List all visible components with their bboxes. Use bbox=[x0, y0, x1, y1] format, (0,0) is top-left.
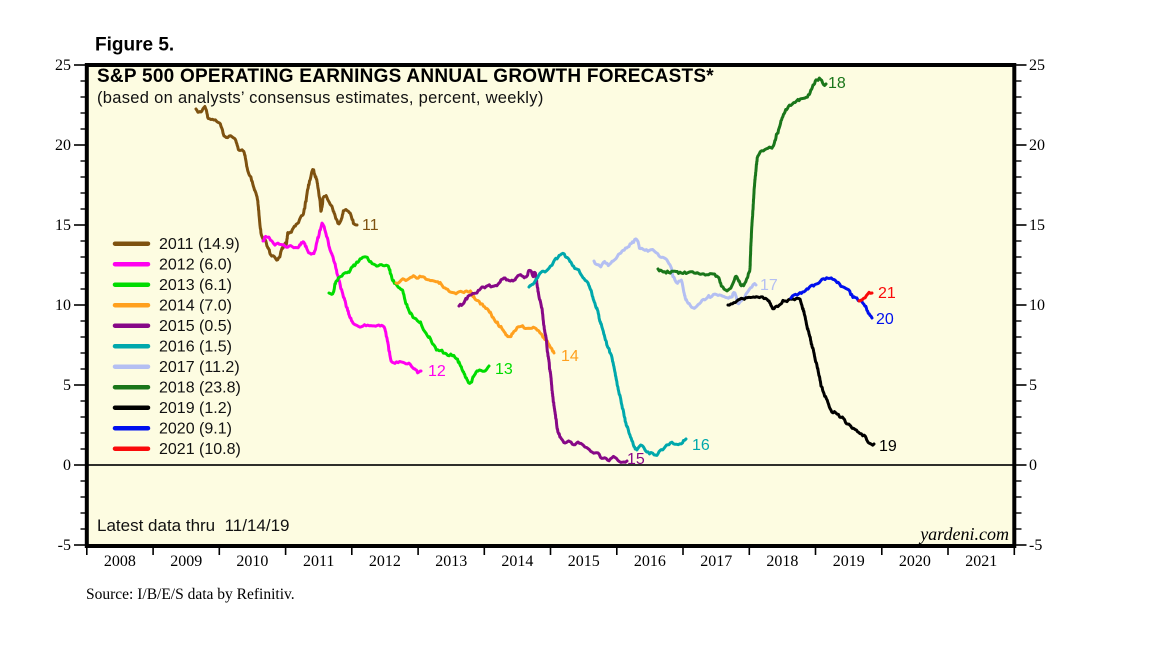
svg-text:10: 10 bbox=[1029, 297, 1045, 314]
svg-text:2014: 2014 bbox=[501, 553, 533, 570]
svg-text:25: 25 bbox=[55, 57, 71, 74]
svg-text:2010: 2010 bbox=[236, 553, 268, 570]
svg-text:15: 15 bbox=[627, 451, 645, 468]
svg-text:2017: 2017 bbox=[700, 553, 732, 570]
svg-text:19: 19 bbox=[879, 438, 897, 455]
svg-text:2011 (14.9): 2011 (14.9) bbox=[159, 236, 240, 253]
svg-text:yardeni.com: yardeni.com bbox=[918, 524, 1009, 544]
svg-text:20: 20 bbox=[876, 311, 894, 328]
svg-text:18: 18 bbox=[828, 75, 846, 92]
svg-text:2014 (7.0): 2014 (7.0) bbox=[159, 298, 232, 315]
svg-text:15: 15 bbox=[1029, 217, 1045, 234]
svg-text:2019 (1.2): 2019 (1.2) bbox=[159, 400, 232, 417]
svg-text:Figure 5.: Figure 5. bbox=[95, 35, 174, 56]
svg-text:11: 11 bbox=[362, 217, 379, 234]
svg-text:2017 (11.2): 2017 (11.2) bbox=[159, 359, 240, 376]
svg-text:2019: 2019 bbox=[833, 553, 865, 570]
svg-text:-5: -5 bbox=[1029, 537, 1042, 554]
svg-text:2013 (6.1): 2013 (6.1) bbox=[159, 277, 232, 294]
svg-text:2015: 2015 bbox=[568, 553, 600, 570]
svg-text:Source: I/B/E/S data by Refini: Source: I/B/E/S data by Refinitiv. bbox=[86, 586, 295, 603]
svg-text:12: 12 bbox=[428, 363, 446, 380]
svg-text:2018: 2018 bbox=[766, 553, 798, 570]
svg-text:21: 21 bbox=[878, 285, 896, 302]
svg-text:-5: -5 bbox=[58, 537, 71, 554]
svg-text:S&P 500 OPERATING EARNINGS ANN: S&P 500 OPERATING EARNINGS ANNUAL GROWTH… bbox=[97, 66, 714, 87]
svg-text:2020: 2020 bbox=[899, 553, 931, 570]
svg-text:2012: 2012 bbox=[369, 553, 401, 570]
svg-text:20: 20 bbox=[1029, 137, 1045, 154]
svg-text:16: 16 bbox=[692, 437, 710, 454]
svg-text:5: 5 bbox=[63, 377, 71, 394]
svg-text:2016 (1.5): 2016 (1.5) bbox=[159, 339, 232, 356]
svg-text:14: 14 bbox=[561, 348, 579, 365]
svg-text:2016: 2016 bbox=[634, 553, 666, 570]
svg-text:10: 10 bbox=[55, 297, 71, 314]
svg-text:2020 (9.1): 2020 (9.1) bbox=[159, 421, 232, 438]
svg-text:Latest data thru 11/14/19: Latest data thru 11/14/19 bbox=[97, 516, 290, 535]
svg-text:25: 25 bbox=[1029, 57, 1045, 74]
svg-text:(based on analysts’ consensus: (based on analysts’ consensus estimates,… bbox=[97, 89, 544, 107]
svg-text:2015 (0.5): 2015 (0.5) bbox=[159, 318, 232, 335]
svg-text:2009: 2009 bbox=[170, 553, 202, 570]
svg-text:20: 20 bbox=[55, 137, 71, 154]
svg-text:2011: 2011 bbox=[303, 553, 334, 570]
svg-text:2008: 2008 bbox=[104, 553, 136, 570]
svg-text:0: 0 bbox=[1029, 457, 1037, 474]
svg-text:17: 17 bbox=[760, 277, 778, 294]
svg-text:0: 0 bbox=[63, 457, 71, 474]
svg-text:2021 (10.8): 2021 (10.8) bbox=[159, 441, 241, 458]
svg-text:2018 (23.8): 2018 (23.8) bbox=[159, 380, 241, 397]
svg-text:2012 (6.0): 2012 (6.0) bbox=[159, 257, 232, 274]
svg-text:15: 15 bbox=[55, 217, 71, 234]
svg-text:2021: 2021 bbox=[965, 553, 997, 570]
svg-text:5: 5 bbox=[1029, 377, 1037, 394]
svg-text:2013: 2013 bbox=[435, 553, 467, 570]
svg-text:13: 13 bbox=[495, 361, 513, 378]
